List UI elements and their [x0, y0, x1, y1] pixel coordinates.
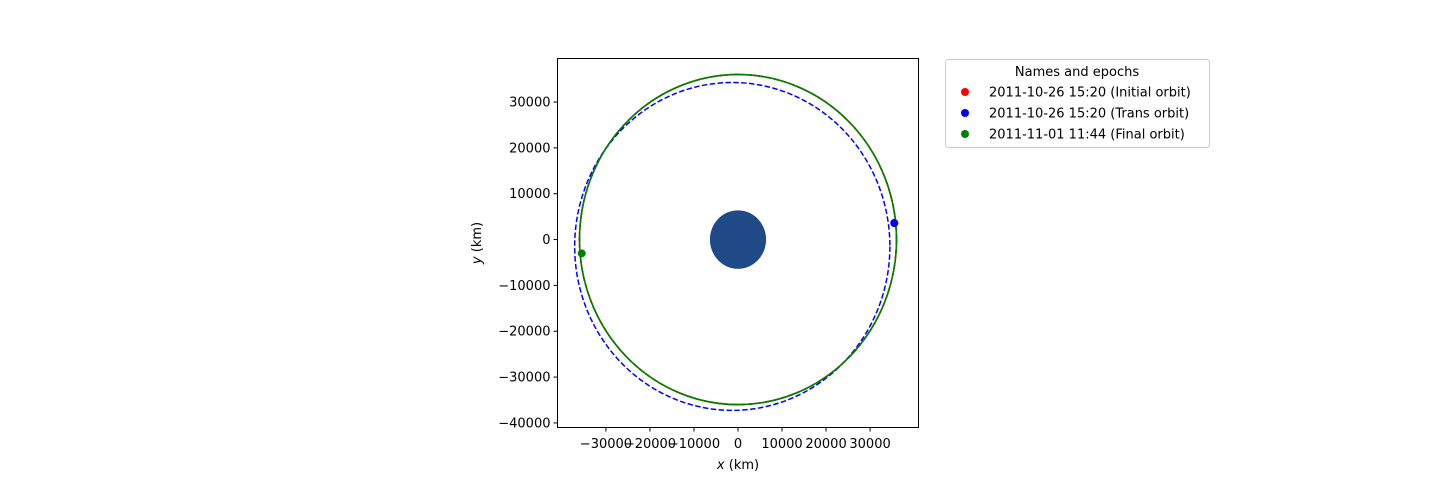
y-tick-label: 0	[542, 233, 550, 248]
y-tick-label: −30000	[498, 371, 550, 386]
x-tick-label: −30000	[580, 437, 632, 452]
y-tick-label: −40000	[498, 416, 550, 431]
y-axis: −40000 −30000 −20000 −10000 0 10000 20000 30000	[498, 96, 558, 431]
orbit-2-dashed-line	[578, 73, 898, 406]
marker-layer	[577, 219, 899, 258]
position-marker-1	[890, 219, 899, 228]
x-axis-label: x (km)	[716, 458, 759, 473]
legend-label-2: 2011-11-01 11:44 (Final orbit)	[989, 128, 1185, 143]
y-axis-label: y (km)	[470, 222, 485, 265]
x-tick-label: −20000	[624, 437, 676, 452]
orbit-1-dashed-line	[573, 81, 891, 412]
y-tick-label: −20000	[498, 325, 550, 340]
orbit-layer	[573, 73, 898, 412]
legend: Names and epochs 2011-10-26 15:20 (Initi…	[945, 59, 1210, 148]
legend-marker-0	[961, 88, 969, 96]
x-tick-label: 30000	[849, 437, 890, 452]
legend-box	[945, 59, 1210, 148]
y-tick-label: 20000	[509, 141, 550, 156]
x-tick-label: 0	[734, 437, 742, 452]
x-axis: −30000−20000−10000 0 10000 20000 30000	[580, 427, 891, 452]
legend-marker-2	[961, 130, 969, 138]
attractor-layer	[709, 210, 767, 269]
legend-label-1: 2011-10-26 15:20 (Trans orbit)	[989, 107, 1189, 122]
y-tick-label: 10000	[509, 187, 550, 202]
position-marker-2	[577, 249, 586, 258]
x-tick-label: 20000	[805, 437, 846, 452]
legend-title: Names and epochs	[1015, 65, 1139, 80]
y-tick-label: −10000	[498, 279, 550, 294]
x-tick-label: −10000	[668, 437, 720, 452]
attractor-disk	[709, 210, 767, 269]
legend-label-0: 2011-10-26 15:20 (Initial orbit)	[989, 86, 1191, 101]
legend-marker-1	[961, 109, 969, 117]
y-tick-label: 30000	[509, 96, 550, 111]
x-tick-label: 10000	[761, 437, 802, 452]
legend-entries: 2011-10-26 15:20 (Initial orbit) 2011-10-…	[961, 86, 1191, 143]
